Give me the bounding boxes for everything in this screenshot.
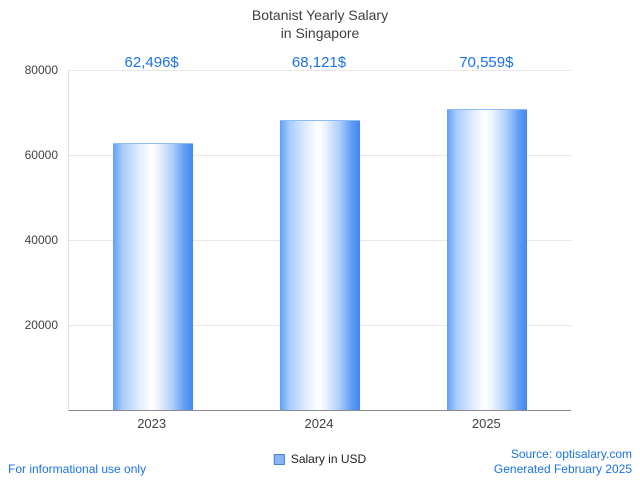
chart-title-line2: in Singapore bbox=[280, 25, 360, 42]
x-axis-tick-label: 2023 bbox=[137, 416, 167, 431]
y-axis-tick-label: 20000 bbox=[24, 318, 58, 332]
bar-value-label: 62,496$ bbox=[124, 54, 179, 71]
x-axis-tick-label: 2024 bbox=[304, 416, 334, 431]
x-axis-tick-label: 2025 bbox=[471, 416, 501, 431]
chart-title-line1: Botanist Yearly Salary bbox=[251, 7, 389, 23]
bar-value-label: 70,559$ bbox=[459, 54, 514, 71]
chart-title: Botanist Yearly Salary in Singapore bbox=[0, 6, 640, 42]
legend: Salary in USD bbox=[273, 452, 367, 466]
legend-label: Salary in USD bbox=[290, 452, 367, 466]
y-axis-tick-label: 40000 bbox=[24, 233, 58, 247]
bar-2025 bbox=[447, 109, 528, 410]
plot-area bbox=[68, 70, 571, 411]
disclaimer-text: For informational use only bbox=[8, 462, 147, 476]
bar-2024 bbox=[280, 119, 360, 410]
legend-swatch-icon bbox=[273, 453, 285, 465]
source-info: Source: optisalary.com Generated Februar… bbox=[494, 447, 632, 478]
generated-text: Generated February 2025 bbox=[493, 462, 632, 477]
y-axis-tick-label: 80000 bbox=[24, 63, 58, 77]
x-axis-labels: 2023 2024 2025 bbox=[68, 416, 570, 434]
y-axis-tick-label: 60000 bbox=[24, 148, 58, 162]
bar-value-label: 68,121$ bbox=[291, 54, 347, 71]
gridline bbox=[69, 70, 571, 71]
y-axis-labels: 20000 40000 60000 80000 bbox=[0, 63, 62, 410]
bar-2023 bbox=[112, 143, 193, 410]
value-labels: 62,496$ 68,121$ 70,559$ bbox=[68, 54, 570, 72]
source-text: Source: optisalary.com bbox=[510, 446, 632, 461]
